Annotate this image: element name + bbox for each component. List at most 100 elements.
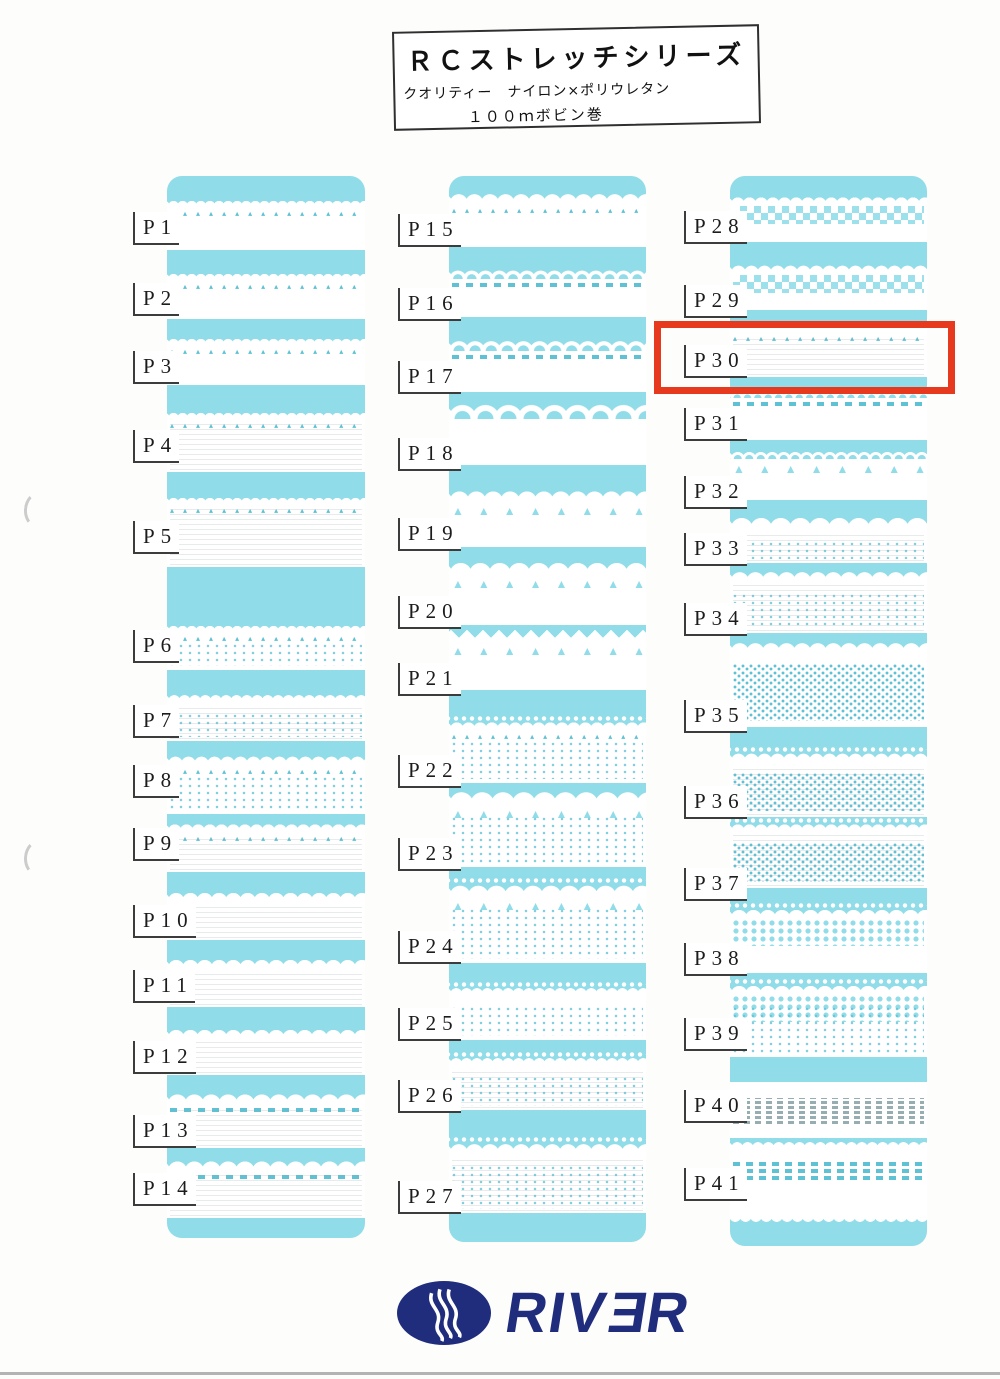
lace-texture-dots [452,909,643,959]
lace-texture-coarse [733,996,924,1022]
lace-sample-p16 [449,267,646,317]
lace-sample-p25 [449,981,646,1040]
lace-texture-specks: ▴▴▴▴▴▴▴▴▴▴▴▴▴▴▴▴▴▴▴▴▴▴▴▴▴▴▴▴▴▴ [170,282,362,291]
lace-sample-p3: ▴▴▴▴▴▴▴▴▴▴▴▴▴▴▴▴▴▴▴▴▴▴▴▴▴▴▴▴▴▴ [167,337,365,385]
lace-sample-p2: ▴▴▴▴▴▴▴▴▴▴▴▴▴▴▴▴▴▴▴▴▴▴▴▴▴▴▴▴▴▴ [167,272,365,319]
lace-sample-p9: ▴▴▴▴▴▴▴▴▴▴▴▴▴▴▴▴▴▴▴▴▴▴▴▴▴▴▴▴▴▴ [167,822,365,872]
lace-sample-p6: ▴▴▴▴▴▴▴▴▴▴▴▴▴▴▴▴▴▴▴▴▴▴▴▴▴▴▴▴▴▴ [167,624,365,670]
lace-texture-dots [170,714,362,737]
sample-label-p27: P27 [398,1181,461,1214]
lace-texture-lines [452,1157,643,1211]
panel-column-1: ▴▴▴▴▴▴▴▴▴▴▴▴▴▴▴ ▴▴▴▴▴▴▴▴▴▴▴▴▴▴▴ ▴▴▴▴▴▴▴▴▴▴… [167,176,365,1238]
lace-texture-dash-row [170,1108,362,1112]
lace-texture-lines [733,533,924,561]
sample-label-p31: P31 [684,408,747,441]
lace-texture-dots [170,777,362,810]
logo-ellipse-icon [397,1281,491,1345]
lace-sample-p28 [730,195,927,242]
lace-texture-coarse [733,920,924,946]
sample-label-p39: P39 [684,1018,747,1051]
sample-label-p5: P5 [133,521,180,554]
lace-sample-p18 [449,399,646,465]
sample-label-p20: P20 [398,596,461,629]
lace-texture-lines [170,1042,362,1073]
lace-sample-p35 [730,640,927,727]
lace-texture-dash-row [452,283,643,287]
series-title: ＲＣストレッチシリーズ [406,40,747,78]
sample-label-p8: P8 [133,765,180,798]
lace-sample-p31 [730,389,927,440]
lace-texture-dash-row [170,1175,362,1179]
sample-label-p10: P10 [133,905,196,938]
lace-sample-p19: ▲▲▲▲▲▲▲▲▲▲▲▲▲▲▲▲▲▲▲▲ [449,488,646,547]
lace-texture-dots [733,594,924,629]
lace-texture-tri: ▲▲▲▲▲▲▲▲▲▲▲▲▲▲▲▲▲▲▲▲ [733,462,924,476]
lace-texture-specks: ▴▴▴▴▴▴▴▴▴▴▴▴▴▴▴▴▴▴▴▴▴▴▴▴▴▴▴▴▴▴ [170,506,362,515]
lace-sample-p22: ▴▴▴▴▴▴▴▴▴▴▴▴▴▴▴▴▴▴▴▴▴▴▴▴▴▴▴▴▴▴ [449,715,646,783]
sample-label-p35: P35 [684,700,747,733]
lace-sample-p41 [730,1140,927,1224]
lace-texture-lines [170,835,362,870]
lace-texture-squares [733,275,924,293]
lace-texture-tri: ▲▲▲▲▲▲▲▲▲▲▲▲▲▲▲▲▲▲▲▲ [452,807,643,821]
lace-texture-specks: ▴▴▴▴▴▴▴▴▴▴▴▴▴▴▴▴▴▴▴▴▴▴▴▴▴▴▴▴▴▴ [170,209,362,218]
lace-texture-tri: ▲▲▲▲▲▲▲▲▲▲▲▲▲▲▲▲▲▲▲▲ [452,577,643,591]
lace-texture-dots [452,1166,643,1209]
sample-label-p23: P23 [398,838,461,871]
bobbin-line: １００ｍボビン巻 [467,105,604,127]
lace-texture-tri: ▲▲▲▲▲▲▲▲▲▲▲▲▲▲▲▲▲▲▲▲ [452,899,643,913]
lace-sample-p34 [730,569,927,633]
panel-column-2: ▴▴▴▴▴▴▴▴▴▴▴▴▴▴▴▴▴▴▴▴▴▴▴▴▴▴▴▴▴▴ ▲▲▲▲▲▲▲▲▲▲… [449,176,646,1242]
lace-sample-p29 [730,263,927,310]
lace-texture-specks: ▴▴▴▴▴▴▴▴▴▴▴▴▴▴▴▴▴▴▴▴▴▴▴▴▴▴▴▴▴▴ [170,634,362,643]
lace-texture-dash-row [452,355,643,359]
sample-label-p25: P25 [398,1008,461,1041]
lace-sample-p17 [449,337,646,392]
lace-sample-p12 [167,1027,365,1075]
punch-hole-icon [22,839,54,877]
highlight-box [654,321,955,394]
sample-label-p38: P38 [684,943,747,976]
lace-sample-p5: ▴▴▴▴▴▴▴▴▴▴▴▴▴▴▴▴▴▴▴▴▴▴▴▴▴▴▴▴▴▴ [167,496,365,567]
sample-label-p33: P33 [684,533,747,566]
lace-texture-lines [733,765,924,815]
lace-sample-p8: ▴▴▴▴▴▴▴▴▴▴▴▴▴▴▴▴▴▴▴▴▴▴▴▴▴▴▴▴▴▴ [167,754,365,814]
lace-texture-specks: ▴▴▴▴▴▴▴▴▴▴▴▴▴▴▴▴▴▴▴▴▴▴▴▴▴▴▴▴▴▴ [170,347,362,356]
lace-texture-dots [452,1077,643,1106]
quality-line: クオリティー ナイロン×ポリウレタン [403,81,671,103]
sample-label-p40: P40 [684,1090,747,1123]
sample-label-p19: P19 [398,518,461,551]
lace-sample-p7 [167,693,365,741]
sample-label-p41: P41 [684,1168,747,1201]
sample-label-p14: P14 [133,1173,196,1206]
lace-texture-specks: ▴▴▴▴▴▴▴▴▴▴▴▴▴▴▴▴▴▴▴▴▴▴▴▴▴▴▴▴▴▴ [170,421,362,430]
lace-sample-p4: ▴▴▴▴▴▴▴▴▴▴▴▴▴▴▴▴▴▴▴▴▴▴▴▴▴▴▴▴▴▴ [167,411,365,472]
lace-texture-lines [170,1175,362,1216]
sample-label-p21: P21 [398,663,461,696]
lace-texture-tri: ▲▲▲▲▲▲▲▲▲▲▲▲▲▲▲▲▲▲▲▲ [452,644,643,658]
lace-texture-dots [733,542,924,559]
punch-hole-icon [22,491,54,529]
lace-texture-dots [733,1007,924,1053]
sample-label-p16: P16 [398,288,461,321]
lace-texture-dots [452,742,643,779]
sample-label-p6: P6 [133,630,180,663]
lace-sample-p11 [167,957,365,1007]
sample-label-p9: P9 [133,828,180,861]
sample-label-p24: P24 [398,931,461,964]
lace-texture-lines [170,507,362,565]
lace-sample-p1: ▴▴▴▴▴▴▴▴▴▴▴▴▴▴▴▴▴▴▴▴▴▴▴▴▴▴▴▴▴▴ [167,199,365,250]
sample-label-p2: P2 [133,283,180,316]
lace-texture-mesh [733,1098,924,1124]
lace-sample-p37 [730,817,927,888]
lace-sample-p26 [449,1051,646,1110]
sample-label-p29: P29 [684,285,747,318]
lace-texture-lines [452,1068,643,1108]
lace-texture-lines [170,972,362,1005]
lace-texture-dash-row [733,402,924,406]
sample-label-p28: P28 [684,211,747,244]
logo-text: RIVER [501,1280,696,1346]
lace-sample-p27 [449,1136,646,1213]
lace-texture-lines [170,422,362,470]
lace-texture-lace [733,843,924,882]
